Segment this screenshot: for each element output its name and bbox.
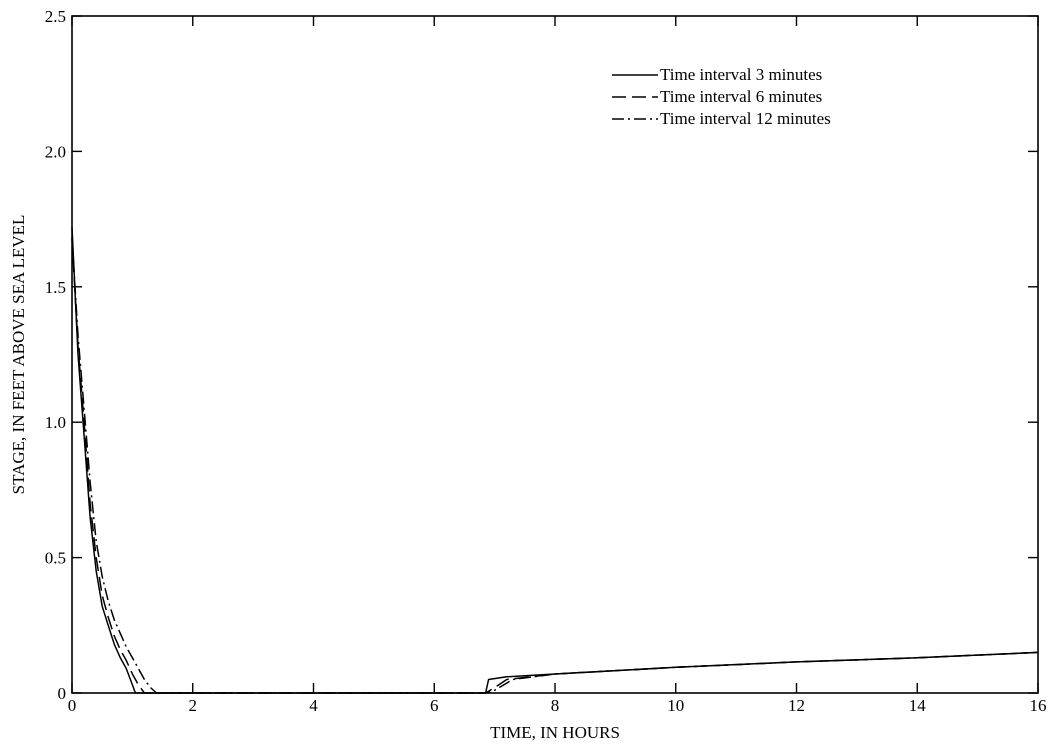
series-line-3 [71,238,1039,694]
x-axis-title: TIME, IN HOURS [490,723,620,742]
y-tick-label: 1.0 [45,413,66,432]
plot-frame [71,15,1039,694]
series-layer [71,227,1039,694]
x-tick-label: 6 [430,696,439,715]
series-line-1 [71,227,1039,694]
y-tick-label: 2.5 [45,7,66,26]
series-line-2 [71,238,1039,694]
x-tick-label: 2 [189,696,198,715]
legend-label-3: Time interval 12 minutes [660,109,831,128]
axis-tick-labels: 0 2 4 6 8 10 12 14 16 0 0.5 1.0 1.5 2.0 2.5 [45,7,1047,715]
legend: Time interval 3 minutes Time interval 6 m… [612,65,831,128]
x-tick-label: 4 [309,696,318,715]
legend-label-1: Time interval 3 minutes [660,65,822,84]
plot-border [71,15,1039,694]
y-tick-label: 0.5 [45,549,66,568]
y-axis-title: STAGE, IN FEET ABOVE SEA LEVEL [9,215,28,495]
x-tick-label: 12 [788,696,805,715]
x-tick-label: 16 [1030,696,1047,715]
axis-ticks [71,15,1039,694]
x-tick-label: 0 [68,696,77,715]
y-tick-label: 2.0 [45,142,66,161]
y-tick-label: 1.5 [45,278,66,297]
y-tick-label: 0 [58,684,67,703]
x-tick-label: 14 [909,696,927,715]
legend-label-2: Time interval 6 minutes [660,87,822,106]
x-tick-label: 10 [667,696,684,715]
x-tick-label: 8 [551,696,560,715]
